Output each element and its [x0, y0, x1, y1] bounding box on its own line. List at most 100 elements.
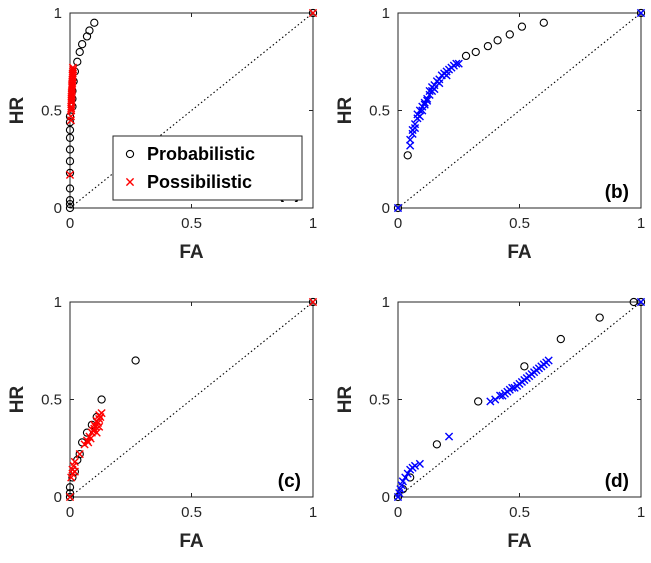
point-d-1-14-stroke-2: [495, 391, 505, 400]
x-axis-label-d: FA: [507, 531, 532, 552]
point-b-1-17: [435, 75, 444, 84]
point-d-1-35-stroke-2: [636, 297, 646, 307]
legend-marker-1-stroke-2: [125, 177, 135, 187]
x-axis-label-c: FA: [179, 531, 204, 552]
panel-c: 00 0.5 0.5 1 1 FA HR (c): [7, 294, 317, 552]
point-a-0-4: [65, 168, 75, 178]
point-d-1-33: [527, 370, 536, 379]
series-b-possibilistic: [393, 8, 646, 213]
x-tick-label-c-1: 0.5: [181, 504, 202, 521]
point-b-1-25: [454, 59, 463, 68]
point-b-1-35-stroke-2: [636, 8, 646, 18]
point-b-1-27-stroke-2: [415, 112, 424, 121]
point-d-1-4: [398, 477, 407, 486]
point-b-1-30: [435, 79, 444, 88]
point-d-1-34-stroke-2: [537, 362, 546, 371]
chance-diagonal-b: [397, 12, 642, 209]
panel-a: 000.50.511FAHR(a)ProbabilisticPossibilis…: [7, 5, 317, 263]
point-d-1-6-stroke-2: [403, 469, 412, 478]
point-b-0-0: [393, 203, 403, 213]
x-tick-label-c-2: 1: [309, 504, 317, 521]
x-tick-label-d-2: 1: [637, 504, 645, 521]
point-a-1-22: [69, 65, 78, 74]
point-c-1-0: [65, 492, 75, 502]
point-b-0-5: [493, 36, 502, 45]
point-d-1-34: [537, 362, 546, 371]
point-d-1-35: [636, 297, 646, 307]
point-d-1-6: [403, 469, 412, 478]
point-c-1-22: [84, 438, 93, 447]
point-b-1-31-stroke-2: [442, 71, 451, 80]
point-b-1-2-stroke-2: [406, 135, 415, 144]
point-c-1-20-stroke-2: [93, 418, 103, 427]
point-a-1-25: [308, 8, 318, 18]
point-b-1-28-stroke-2: [420, 100, 429, 109]
point-a-1-24: [67, 92, 76, 101]
y-tick-label-c-1: 0.5: [41, 392, 62, 409]
point-c-1-0-stroke-2: [65, 492, 75, 502]
point-c-1-23-stroke-2: [92, 428, 101, 437]
series-b-probabilistic: [393, 8, 646, 213]
point-b-1-32: [418, 106, 427, 115]
y-axis-label-a: HR: [7, 97, 28, 125]
legend-box: [112, 135, 303, 201]
point-c-1-5-stroke-2: [70, 457, 79, 466]
x-tick-label-b-2: 1: [637, 215, 645, 232]
point-c-1-24: [95, 422, 104, 431]
x-tick-label-a-0: 0: [66, 215, 74, 232]
point-c-1-6-stroke-2: [75, 450, 84, 459]
point-a-0-0: [65, 203, 75, 213]
point-a-1-24-stroke-2: [67, 92, 76, 101]
point-b-0-4: [483, 42, 493, 51]
point-a-0-7: [65, 133, 75, 142]
point-c-0-12: [131, 356, 140, 365]
point-b-1-2: [406, 135, 415, 144]
point-a-1-22-stroke-2: [69, 65, 78, 74]
panel-label-c: (c): [278, 471, 301, 492]
point-d-1-31: [508, 383, 517, 392]
panel-b: 00 0.5 0.5 1 1 FA HR (b): [335, 5, 645, 263]
y-tick-label-d-2: 1: [382, 294, 390, 311]
point-d-1-12: [486, 397, 495, 406]
legend-marker-1: [125, 177, 135, 187]
point-d-0-7: [595, 313, 604, 322]
point-c-0-2: [65, 483, 75, 492]
x-axis-label-b: FA: [507, 242, 532, 263]
point-b-1-31: [442, 71, 451, 80]
point-c-1-23: [92, 428, 101, 437]
point-c-1-25: [70, 467, 79, 476]
point-a-0-22: [308, 8, 318, 18]
point-b-0-9: [636, 8, 646, 18]
point-c-1-22-stroke-2: [84, 438, 93, 447]
legend-label-1: Possibilistic: [147, 172, 252, 192]
point-b-1-11: [423, 94, 432, 103]
point-b-1-34-stroke-2: [430, 84, 439, 94]
point-b-1-8-stroke-2: [415, 106, 424, 115]
x-tick-label-d-1: 0.5: [509, 504, 530, 521]
point-c-0-13: [308, 297, 318, 307]
point-d-0-5: [520, 362, 529, 371]
chance-diagonal-c: [69, 301, 314, 498]
x-tick-label-a-2: 1: [309, 215, 317, 232]
point-c-1-26-stroke-2: [308, 297, 318, 307]
point-a-0-2: [65, 196, 75, 205]
point-d-1-9-stroke-2: [410, 461, 420, 470]
panel-d: 00 0.5 0.5 1 1 FA HR (d): [335, 294, 645, 552]
point-a-1-19-stroke-2: [68, 84, 77, 94]
point-c-0-0: [65, 492, 75, 502]
point-a-0-1: [65, 199, 75, 209]
point-a-1-12-stroke-2: [68, 63, 78, 72]
series-a-possibilistic: [65, 8, 318, 179]
point-c-1-24-stroke-2: [95, 422, 104, 431]
point-b-1-13: [425, 86, 434, 96]
y-tick-label-d-1: 0.5: [369, 392, 390, 409]
point-a-1-25-stroke-2: [308, 8, 318, 18]
panel-label-b: (b): [605, 182, 629, 203]
point-b-1-25-stroke-2: [454, 59, 463, 68]
point-d-1-10-stroke-2: [415, 459, 424, 468]
legend-label-0: Probabilistic: [147, 144, 255, 164]
point-d-1-32-stroke-2: [517, 377, 527, 387]
point-a-1-23-stroke-2: [67, 104, 76, 113]
point-a-0-8: [65, 125, 75, 135]
point-b-1-8: [415, 106, 424, 115]
